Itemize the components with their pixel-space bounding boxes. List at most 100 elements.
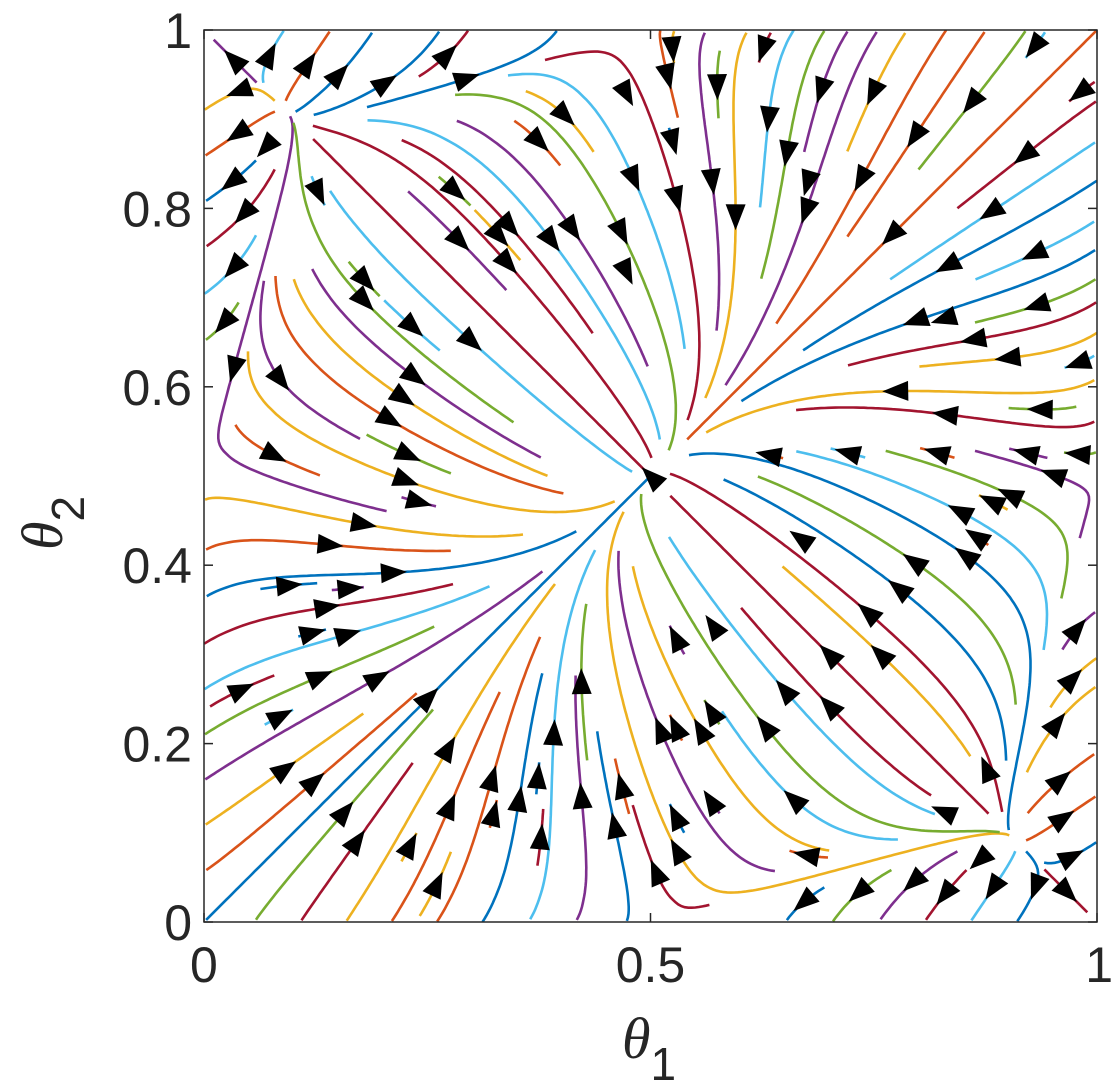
streamline-arrow	[703, 790, 727, 818]
streamline	[688, 452, 1032, 831]
streamline-arrow	[707, 74, 728, 101]
streamline-arrow	[480, 800, 501, 829]
streamline-arrow	[479, 765, 499, 793]
streamline-arrow	[1041, 712, 1066, 740]
streamline-arrow	[265, 363, 290, 391]
streamline-arrow	[328, 801, 354, 828]
streamline	[740, 606, 932, 797]
streamline-arrow	[969, 844, 996, 870]
streamline-arrow	[349, 264, 375, 291]
streamline-arrow	[994, 346, 1022, 367]
streamline-arrow	[997, 488, 1026, 509]
streamline-arrow	[526, 762, 547, 790]
streamline-arrow	[882, 380, 909, 401]
streamline-arrow	[669, 804, 691, 833]
streamline-arrow	[1026, 399, 1053, 420]
streamline-arrow	[887, 580, 915, 604]
streamline-arrow	[435, 793, 456, 822]
streamline-arrow	[783, 790, 810, 816]
streamline-arrow	[431, 44, 457, 71]
streamline-arrow	[1056, 669, 1083, 695]
streamline-arrow	[452, 72, 480, 92]
streamline-arrow	[789, 530, 817, 554]
streamline-arrow	[292, 52, 316, 80]
streamline-arrow	[256, 131, 282, 158]
streamline-arrow	[756, 716, 781, 743]
streamline-arrow	[705, 614, 729, 642]
streamline-arrow	[224, 50, 250, 76]
y-tick-label: 0.4	[122, 538, 192, 594]
streamline-arrow	[1021, 239, 1050, 260]
streamline-arrow	[1012, 446, 1041, 466]
streamline-arrow	[275, 576, 303, 597]
streamline-arrow	[444, 225, 470, 251]
streamline-arrow	[494, 210, 519, 237]
streamline-arrow	[936, 878, 961, 906]
streamline-arrow	[834, 446, 863, 466]
streamline-arrow	[226, 77, 255, 97]
y-tick-label: 1	[164, 3, 192, 59]
streamline-arrow	[947, 505, 976, 527]
streamline-arrow	[819, 695, 845, 722]
streamline-arrow	[507, 785, 528, 814]
streamline-arrow	[931, 806, 959, 826]
streamline-arrow	[387, 382, 415, 406]
streamline-arrow	[725, 204, 746, 231]
streamline-arrow	[316, 533, 344, 554]
y-tick-label: 0.6	[122, 360, 192, 416]
streamline-arrow	[254, 43, 276, 71]
streamline-arrow	[607, 812, 628, 840]
streamline-arrow	[757, 34, 777, 63]
streamline-arrow	[1051, 876, 1077, 902]
streamline-arrow	[1069, 77, 1096, 102]
streamline-arrow	[455, 326, 482, 351]
streamline	[605, 511, 1010, 894]
streamline-arrow	[349, 512, 377, 532]
streamline-arrow	[398, 361, 426, 386]
streamline-arrow	[793, 886, 820, 912]
streamline-arrow	[313, 599, 341, 619]
x-tick-label: 0.5	[616, 937, 686, 993]
streamline	[631, 804, 710, 909]
x-axis-label: θ1	[622, 1006, 676, 1088]
streamline-arrow	[265, 709, 293, 731]
streamline-arrow	[397, 311, 424, 337]
streamline	[796, 450, 1049, 651]
streamline-arrow	[693, 718, 716, 746]
y-tick-label: 0.2	[122, 717, 192, 773]
streamline-arrow	[1061, 618, 1087, 645]
streamline-arrow	[543, 719, 564, 746]
streamline-arrow	[669, 715, 691, 743]
streamline-arrow	[1025, 31, 1050, 58]
streamline-arrow	[323, 64, 349, 91]
streamline-arrow	[348, 285, 374, 311]
streamline-arrow	[336, 579, 364, 600]
streamline-arrow	[1040, 469, 1069, 489]
streamline-arrow	[848, 876, 875, 902]
streamline-arrow	[870, 645, 897, 671]
streamline-arrow	[404, 489, 433, 509]
streamline	[367, 119, 662, 440]
streamline-arrow	[902, 553, 930, 577]
streamline-arrow	[226, 683, 255, 704]
streamline-arrow	[931, 405, 959, 426]
streamline	[847, 301, 1097, 367]
streamline	[759, 30, 826, 280]
streamline-arrow	[362, 671, 390, 693]
streamline-arrow	[704, 700, 727, 728]
x-tick-label: 1	[1085, 937, 1113, 993]
streamline-arrow	[902, 307, 931, 327]
streamline-arrow	[655, 62, 675, 90]
streamline-arrow	[227, 354, 247, 383]
streamline-arrow	[607, 217, 628, 245]
streamline-arrow	[779, 139, 799, 167]
streamline-arrow	[670, 838, 692, 867]
streamline	[217, 115, 387, 513]
streamline-arrow	[433, 736, 456, 764]
streamline-arrow	[333, 627, 361, 648]
streamline-arrow	[523, 125, 549, 152]
streamline-arrow	[549, 100, 575, 126]
streamline-arrow	[369, 75, 397, 98]
streamline-arrow	[669, 626, 691, 654]
